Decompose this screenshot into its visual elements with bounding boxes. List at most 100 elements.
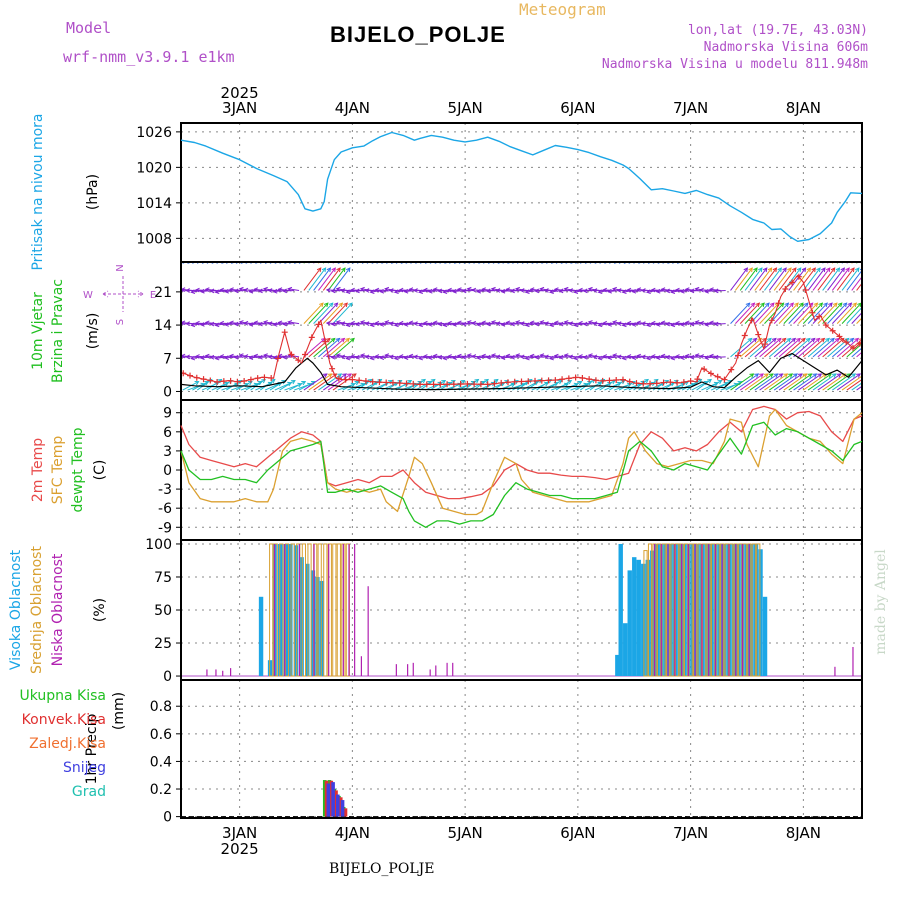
wind-arrowhead <box>335 337 341 343</box>
cloud-high-bar <box>744 543 750 677</box>
precip-legend-item: Zaledj.Kisa <box>29 736 106 752</box>
wind-arrowhead <box>195 255 199 258</box>
cloud-high-bar <box>641 563 646 677</box>
wind-arrowhead <box>442 289 448 294</box>
cloud-high-bar <box>722 543 727 677</box>
wind-arrow <box>273 323 285 326</box>
wind-arrowhead <box>247 381 253 386</box>
cloud-high-bar <box>731 543 736 677</box>
wind-arrowhead <box>543 354 549 360</box>
pressure-unit: (hPa) <box>85 174 101 210</box>
wind-arrow <box>428 356 440 359</box>
pressure-panel: 1008 1014 1020 1026 <box>136 122 863 263</box>
wind-arrow <box>827 267 845 291</box>
wind-arrowhead <box>224 322 229 327</box>
wind-arrowhead <box>784 302 790 308</box>
wind-arrowhead <box>568 288 573 293</box>
wind-arrowhead <box>393 289 399 294</box>
y-tick-label: -9 <box>158 520 172 536</box>
wind-max-marker <box>714 373 721 380</box>
wind-arrowhead <box>345 322 351 328</box>
wind-arrowhead <box>577 287 583 293</box>
wind-arrow <box>817 262 820 264</box>
bottom-date-label: 5JAN <box>448 824 483 842</box>
wind-max-marker <box>687 378 694 385</box>
wind-arrow <box>394 289 406 293</box>
wind-arrowhead <box>190 355 196 361</box>
wind-arrowhead <box>340 354 346 360</box>
precip-bar <box>322 780 327 817</box>
compass-w: W <box>83 290 93 301</box>
wind-arrow <box>375 322 387 325</box>
wind-arrow <box>603 355 615 358</box>
wind-max-marker <box>653 380 660 387</box>
wind-max-marker <box>200 376 207 383</box>
wind-arrowhead <box>548 322 554 328</box>
wind-arrow <box>313 262 316 264</box>
wind-arrowhead <box>607 355 612 360</box>
wind-arrow <box>278 322 290 325</box>
cloud-high-bar <box>615 654 620 677</box>
wind-arrowhead <box>789 302 794 308</box>
wind-arrow <box>249 323 261 326</box>
wind-arrowhead <box>403 322 409 327</box>
cloud-mid-bar <box>715 543 720 677</box>
wind-arrowhead <box>418 289 424 294</box>
wind-arrowhead <box>573 322 579 328</box>
y-tick-label: 0.6 <box>150 727 172 743</box>
cloud-high-bar <box>288 543 293 677</box>
wind-arrow <box>831 267 850 291</box>
top-date-label: 4JAN <box>335 99 370 117</box>
wind-arrowhead <box>631 255 635 258</box>
wind-arrow <box>836 267 855 291</box>
wind-arrowhead <box>476 322 482 327</box>
wind-arrowhead <box>456 353 462 359</box>
wind-arrowhead <box>224 355 229 360</box>
cloud-high-bar <box>762 596 768 677</box>
wind-arrow <box>303 267 322 291</box>
wind-arrowhead <box>852 302 858 308</box>
wind-arrow <box>438 289 450 292</box>
wind-arrow <box>846 343 862 358</box>
wind-arrow <box>423 289 435 291</box>
wind-arrowhead <box>563 286 569 292</box>
wind-max-marker <box>417 381 424 388</box>
wind-arrowhead <box>347 373 352 378</box>
wind-arrowhead <box>708 287 714 292</box>
panel-frame <box>180 399 863 541</box>
wind-arrowhead <box>413 321 418 327</box>
wind-arrowhead <box>636 287 642 292</box>
wind-arrowhead <box>442 355 448 361</box>
wind-max-marker <box>572 374 579 381</box>
wind-max-marker <box>491 380 498 387</box>
wind-arrowhead <box>403 355 409 360</box>
wind-arrowhead <box>209 354 215 360</box>
wind-arrowhead <box>200 257 204 261</box>
wind-arrowhead <box>364 255 368 258</box>
wind-arrow <box>501 323 513 326</box>
wind-arrow <box>283 289 295 292</box>
wind-arrowhead <box>388 354 394 360</box>
wind-arrow <box>318 267 336 291</box>
wind-max-line <box>180 274 863 385</box>
wind-arrowhead <box>364 354 370 360</box>
wind-arrowhead <box>587 255 591 258</box>
wind-arrowhead <box>707 378 713 384</box>
wind-arrowhead <box>494 253 498 257</box>
wind-arrow <box>423 355 435 358</box>
wind-max-marker <box>518 378 525 385</box>
coordinates: lon,lat (19.7E, 43.03N) <box>687 23 868 38</box>
wind-arrowhead <box>384 286 390 292</box>
wind-arrow <box>856 282 862 291</box>
wind-arrowhead <box>616 321 622 327</box>
wind-max-marker <box>268 374 275 381</box>
wind-arrow <box>685 288 697 291</box>
wind-arrowhead <box>519 321 525 327</box>
wind-arrowhead <box>825 267 831 273</box>
wind-max-marker <box>741 332 748 339</box>
wind-arrowhead <box>379 322 385 327</box>
wind-arrowhead <box>476 288 482 294</box>
wind-arrowhead <box>350 287 355 293</box>
wind-arrowhead <box>529 287 535 292</box>
wind-arrowhead <box>665 321 671 327</box>
